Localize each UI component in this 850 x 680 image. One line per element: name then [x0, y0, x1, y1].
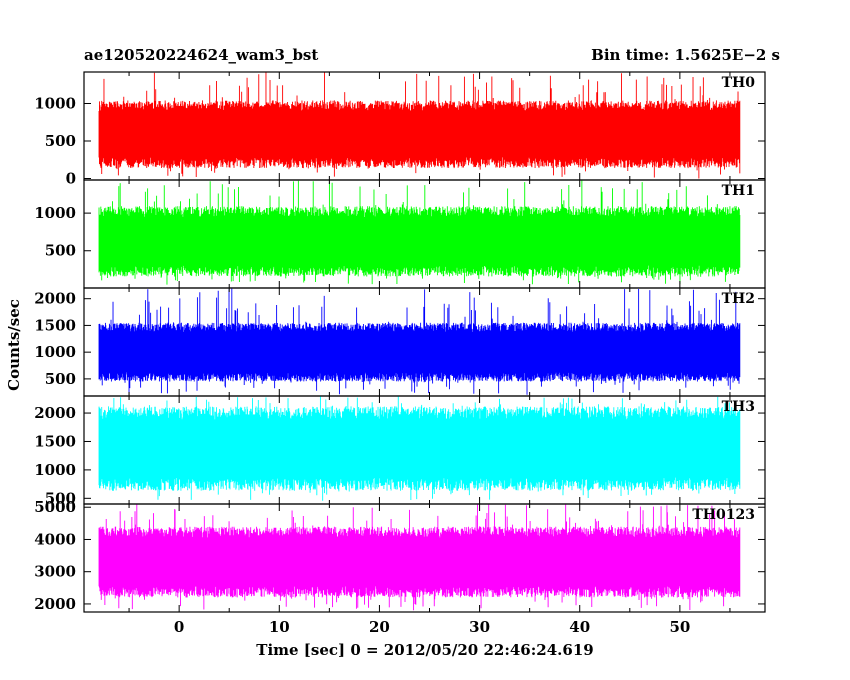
x-axis: 0 10 20 30 40 50 [174, 618, 690, 636]
y-tick-label: 4000 [34, 530, 76, 548]
panel-label-th0: TH0 [722, 75, 756, 91]
y-tick-label: 1000 [34, 95, 76, 113]
panel-th1: 500 1000 TH1 [34, 179, 766, 289]
panel-th2: 500 1000 1500 2000 TH2 [34, 287, 766, 397]
x-tick-label: 30 [469, 618, 490, 636]
y-tick-label: 2000 [34, 404, 76, 422]
series-th0123 [98, 504, 741, 611]
panel-frame [83, 503, 766, 613]
x-tick-label: 0 [174, 618, 184, 636]
panel-th0123: 2000 3000 4000 5000 TH0123 [34, 498, 766, 613]
y-tick-label: 500 [45, 242, 76, 260]
panel-label-th0123: TH0123 [692, 507, 755, 523]
y-tick-label: 1000 [34, 204, 76, 222]
panel-label-th2: TH2 [722, 291, 755, 307]
y-axis-label: Counts/sec [5, 299, 23, 391]
x-tick-label: 40 [569, 618, 590, 636]
panel-label-th1: TH1 [722, 183, 755, 199]
x-axis-label: Time [sec] 0 = 2012/05/20 22:46:24.619 [256, 641, 593, 659]
y-tick-label: 1500 [34, 316, 76, 334]
y-tick-label: 500 [45, 370, 76, 388]
y-tick-label: 1500 [34, 432, 76, 450]
series-th0 [98, 72, 741, 179]
y-tick-label: 500 [45, 132, 76, 150]
y-tick-label: 3000 [34, 563, 76, 581]
y-tick-label: 5000 [34, 498, 76, 516]
y-tick-label: 0 [66, 170, 76, 188]
series-th1 [98, 180, 741, 285]
panel-label-th3: TH3 [722, 399, 755, 415]
bin-time-label: Bin time: 1.5625E−2 s [591, 46, 780, 64]
y-tick-label: 2000 [34, 290, 76, 308]
figure-title: ae120520224624_wam3_bst [84, 46, 318, 64]
x-tick-label: 20 [369, 618, 390, 636]
series-th3 [98, 396, 741, 501]
y-tick-label: 500 [45, 489, 76, 507]
x-tick-label: 50 [669, 618, 690, 636]
y-tick-label: 2000 [34, 595, 76, 613]
panel-th3: 500 1000 1500 2000 TH3 [34, 395, 766, 507]
x-tick-label: 10 [269, 618, 290, 636]
y-tick-label: 1000 [34, 461, 76, 479]
panel-th0: 0 500 1000 TH0 [34, 71, 766, 188]
y-tick-label: 1000 [34, 343, 76, 361]
series-th2 [98, 288, 741, 395]
